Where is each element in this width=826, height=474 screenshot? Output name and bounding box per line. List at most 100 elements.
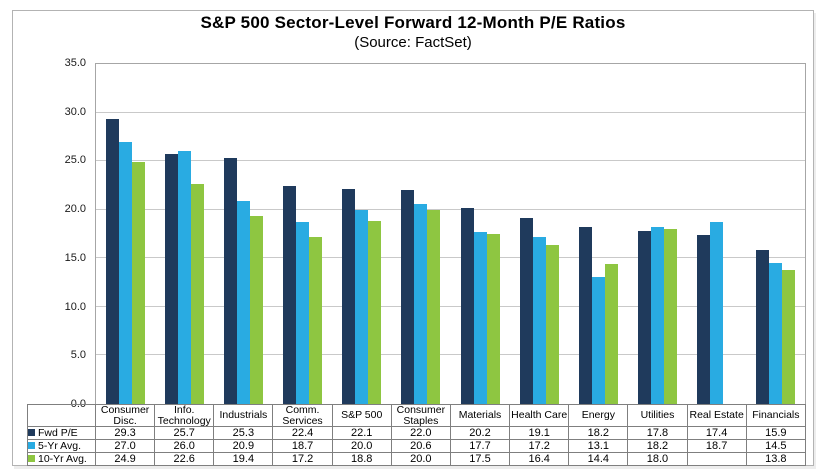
bar-group-industrials	[214, 64, 273, 404]
bar	[460, 207, 474, 404]
bar	[237, 200, 251, 404]
table-value-cell: 26.0	[154, 439, 215, 453]
bar	[578, 227, 592, 404]
bar	[119, 141, 133, 404]
bar	[519, 218, 533, 404]
gridline	[96, 111, 805, 113]
bar	[309, 236, 323, 404]
table-value-cell: 22.4	[272, 426, 333, 440]
bar	[637, 231, 651, 404]
y-axis-label: 15.0	[64, 251, 86, 264]
bar	[401, 190, 415, 404]
category-header: Comm. Services	[272, 404, 333, 427]
bar	[709, 222, 723, 404]
table-value-cell: 18.7	[272, 439, 333, 453]
bar	[532, 236, 546, 404]
bar	[650, 227, 664, 404]
table-value-cell: 27.0	[94, 439, 156, 453]
series-label-cell: 5-Yr Avg.	[27, 439, 96, 453]
table-value-cell: 18.2	[568, 426, 629, 440]
bar	[342, 189, 356, 404]
table-value-cell: 22.6	[154, 452, 215, 466]
table-value-cell: 25.3	[213, 426, 274, 440]
bar	[250, 215, 264, 404]
bar	[755, 249, 769, 404]
category-header: Materials	[449, 404, 511, 427]
table-row: 5-Yr Avg. 27.0 26.0 20.9 18.7 20.0 20.6 17.7 17.…	[27, 439, 807, 453]
bar-group-financials	[746, 64, 805, 404]
category-header: Industrials	[213, 404, 274, 427]
plot-area	[95, 63, 806, 405]
table-value-cell: 17.5	[449, 452, 511, 466]
table-value-cell: 17.4	[686, 426, 747, 440]
bar	[591, 276, 605, 404]
bar	[663, 229, 677, 404]
bar	[178, 151, 192, 404]
table-row: Fwd P/E 29.3 25.7 25.3 22.4 22.1 22.0 20.2 19.1 1…	[27, 426, 807, 440]
table-value-cell: 22.1	[331, 426, 392, 440]
bar-group-s-p-500	[332, 64, 391, 404]
legend-swatch	[28, 455, 35, 462]
bar-group-energy	[569, 64, 628, 404]
table-value-cell: 18.8	[331, 452, 392, 466]
table-value-cell: 14.5	[745, 439, 807, 453]
category-header: Health Care	[509, 404, 570, 427]
table-value-cell: 13.8	[745, 452, 807, 466]
table-value-cell: 22.0	[390, 426, 451, 440]
bar-group-comm-services	[273, 64, 332, 404]
bar	[283, 186, 297, 404]
bar-group-consumer-staples	[391, 64, 450, 404]
bar	[486, 234, 500, 404]
bar	[355, 209, 369, 404]
bar	[368, 221, 382, 404]
bar	[768, 263, 782, 404]
bar-group-health-care	[510, 64, 569, 404]
table-value-cell: 20.9	[213, 439, 274, 453]
category-header: Real Estate	[686, 404, 747, 427]
table-value-cell: 19.4	[213, 452, 274, 466]
category-header: Utilities	[627, 404, 688, 427]
category-header: S&P 500	[331, 404, 392, 427]
series-label-cell: 10-Yr Avg.	[27, 452, 96, 466]
bar	[781, 269, 795, 404]
bar-group-utilities	[628, 64, 687, 404]
gridline	[96, 354, 805, 356]
bar-group-real-estate	[687, 64, 746, 404]
chart-title: S&P 500 Sector-Level Forward 12-Month P/…	[200, 13, 626, 32]
series-label: 10-Yr Avg.	[38, 453, 87, 465]
table-value-cell: 29.3	[94, 426, 156, 440]
gridline	[96, 257, 805, 259]
table-value-cell: 16.4	[509, 452, 570, 466]
chart-subtitle: (Source: FactSet)	[354, 34, 472, 51]
y-axis-label: 10.0	[64, 300, 86, 313]
table-value-cell: 13.1	[568, 439, 629, 453]
table-value-cell: 18.7	[686, 439, 747, 453]
bar	[427, 209, 441, 404]
series-label-cell: Fwd P/E	[27, 426, 96, 440]
y-axis-label: 5.0	[70, 349, 86, 362]
y-axis-label: 20.0	[64, 203, 86, 216]
gridline	[96, 160, 805, 162]
gridline	[96, 305, 805, 307]
table-value-cell	[686, 452, 747, 466]
category-header: Info. Technology	[154, 404, 215, 427]
table-value-cell: 20.0	[390, 452, 451, 466]
bar-group-consumer-disc	[96, 64, 155, 404]
bar	[296, 222, 310, 404]
bar	[132, 162, 146, 404]
table-value-cell: 17.7	[449, 439, 511, 453]
category-header: Energy	[568, 404, 629, 427]
bar-groups	[96, 64, 805, 404]
bar	[191, 184, 205, 404]
y-axis-label: 35.0	[64, 57, 86, 69]
legend-swatch	[28, 429, 35, 436]
table-value-cell: 19.1	[509, 426, 570, 440]
table-value-cell: 17.2	[509, 439, 570, 453]
table-value-cell: 18.0	[627, 452, 688, 466]
y-axis-label: 30.0	[64, 105, 86, 118]
table-value-cell: 25.7	[154, 426, 215, 440]
table-value-cell: 17.2	[272, 452, 333, 466]
bar	[165, 154, 179, 404]
series-label: Fwd P/E	[38, 427, 78, 439]
table-value-cell: 24.9	[94, 452, 156, 466]
